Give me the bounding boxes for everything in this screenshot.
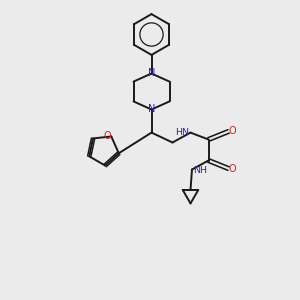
- Text: N: N: [148, 68, 155, 79]
- Text: O: O: [104, 131, 112, 142]
- Text: NH: NH: [193, 166, 207, 175]
- Text: N: N: [148, 104, 155, 115]
- Text: HN: HN: [176, 128, 190, 137]
- Text: O: O: [229, 126, 237, 136]
- Text: O: O: [229, 164, 237, 174]
